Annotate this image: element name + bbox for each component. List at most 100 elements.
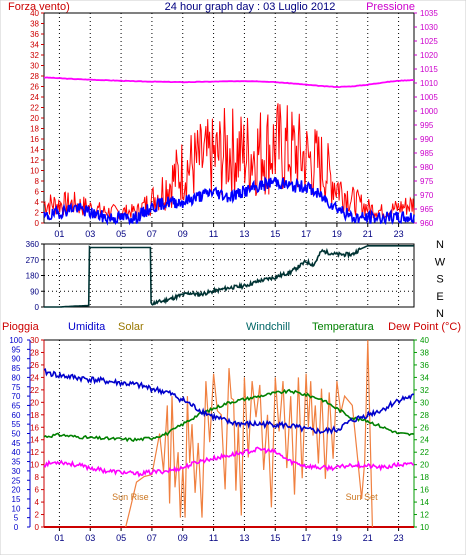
sun-event-annotation: Sun Rise: [112, 492, 149, 502]
temp-xtick-label: 19: [332, 533, 342, 543]
rain-tick-label: 30: [30, 336, 39, 345]
pressure-line: [43, 76, 414, 89]
wind-ytick-label: 4: [35, 198, 40, 207]
humidity-tick-label: 70: [12, 392, 21, 401]
wind-ytick-label: 26: [30, 83, 39, 92]
temp-tick-label: 12: [420, 511, 429, 520]
temp-tick-label: 20: [420, 461, 429, 470]
temp-xtick-label: 15: [270, 533, 280, 543]
sun-event-annotation: Sun Set: [346, 492, 379, 502]
pressure-ytick-label: 1030: [420, 23, 438, 32]
temp-xtick-label: 07: [147, 533, 157, 543]
wind-ytick-label: 6: [35, 188, 40, 197]
temp-tick-label: 30: [420, 398, 429, 407]
humidity-tick-label: 60: [12, 411, 21, 420]
wind-xtick-label: 07: [147, 229, 157, 239]
pressure-ytick-label: 1025: [420, 37, 438, 46]
wind-xtick-label: 13: [239, 229, 249, 239]
wind-xtick-label: 05: [116, 229, 126, 239]
direction-ytick-label: 360: [26, 240, 40, 249]
temp-xtick-label: 17: [301, 533, 311, 543]
rain-tick-label: 20: [30, 398, 39, 407]
temp-tick-label: 36: [420, 361, 429, 370]
dewpoint-label: Dew Point (°C): [388, 321, 461, 333]
pressure-ytick-label: 960: [420, 219, 434, 228]
wind-xtick-label: 01: [54, 229, 64, 239]
temp-tick-label: 40: [420, 336, 429, 345]
humidity-tick-label: 30: [12, 467, 21, 476]
direction-ytick-label: 270: [26, 256, 40, 265]
wind-ytick-label: 0: [35, 219, 40, 228]
humidity-tick-label: 100: [9, 336, 23, 345]
pressure-ytick-label: 1035: [420, 9, 438, 18]
wind-ytick-label: 2: [35, 209, 40, 218]
temp-tick-label: 22: [420, 448, 429, 457]
rain-tick-label: 22: [30, 386, 39, 395]
wind-speed-line: [43, 176, 415, 226]
humidity-ticks: 0510152025303540455055606570758085909510…: [9, 336, 30, 532]
rain-tick-label: 16: [30, 423, 39, 432]
rain-tick-label: 14: [30, 436, 39, 445]
temp-tick-label: 24: [420, 436, 429, 445]
wind-xtick-label: 15: [270, 229, 280, 239]
wind-ytick-label: 22: [30, 104, 39, 113]
temp-tick-label: 18: [420, 473, 429, 482]
rain-label: Pioggia: [2, 321, 40, 333]
pressure-ytick-label: 975: [420, 177, 434, 186]
temp-tick-label: 26: [420, 423, 429, 432]
temp-tick-label: 32: [420, 386, 429, 395]
temp-xtick-label: 01: [54, 533, 64, 543]
pressure-ytick-label: 985: [420, 149, 434, 158]
temp-xtick-label: 05: [116, 533, 126, 543]
wind-plot-frame: [43, 12, 415, 224]
wind-gust-line: [43, 103, 415, 220]
humidity-tick-label: 40: [12, 448, 21, 457]
temp-tick-label: 28: [420, 411, 429, 420]
direction-ytick-label: 180: [26, 272, 40, 281]
wind-ytick-label: 18: [30, 125, 39, 134]
pressure-ytick-label: 1000: [420, 107, 438, 116]
temp-humidity-panel: Pioggia Umidita Solar Windchill Temperat…: [2, 321, 461, 543]
direction-series: [44, 245, 414, 308]
rain-tick-label: 6: [35, 486, 40, 495]
pressure-ytick-label: 1020: [420, 51, 438, 60]
temp-xtick-label: 03: [85, 533, 95, 543]
chart-title: 24 hour graph day : 03 Luglio 2012: [165, 1, 336, 13]
wind-axis-label: Forza vento): [8, 1, 70, 13]
humidity-line: [43, 368, 415, 435]
wind-ytick-label: 38: [30, 20, 39, 29]
humidity-tick-label: 45: [12, 439, 21, 448]
wind-series: [43, 76, 415, 226]
pressure-ytick-label: 980: [420, 163, 434, 172]
wind-ytick-label: 24: [30, 93, 39, 102]
wind-xtick-label: 09: [178, 229, 188, 239]
temperature-ticks: 10 12 14 16 18 20 22 24 26 28 30 32 34 36 38 40: [414, 336, 429, 532]
compass-letter: N: [436, 308, 444, 320]
humidity-tick-label: 0: [14, 523, 19, 532]
wind-grid: [58, 13, 400, 223]
temp-xtick-label: 11: [209, 533, 218, 543]
humidity-tick-label: 95: [12, 345, 21, 354]
wind-ytick-label: 36: [30, 30, 39, 39]
temp-series: [43, 339, 415, 528]
wind-ytick-label: 30: [30, 62, 39, 71]
wind-ytick-label: 10: [30, 167, 39, 176]
humidity-tick-label: 10: [12, 504, 21, 513]
direction-ytick-label: 0: [35, 303, 40, 312]
wind-ytick-label: 32: [30, 51, 39, 60]
humidity-tick-label: 65: [12, 401, 21, 410]
temp-tick-label: 16: [420, 486, 429, 495]
rain-tick-label: 10: [30, 461, 39, 470]
wind-xtick-label: 19: [332, 229, 342, 239]
rain-tick-label: 24: [30, 373, 39, 382]
wind-pressure-panel: Forza vento) 24 hour graph day : 03 Lugl…: [8, 1, 438, 239]
compass-letter: W: [435, 256, 446, 268]
humidity-tick-label: 50: [12, 430, 21, 439]
wind-ytick-label: 8: [35, 177, 40, 186]
wind-xtick-label: 03: [85, 229, 95, 239]
pressure-ytick-label: 965: [420, 205, 434, 214]
humidity-tick-label: 80: [12, 373, 21, 382]
compass-letter: E: [436, 291, 443, 303]
